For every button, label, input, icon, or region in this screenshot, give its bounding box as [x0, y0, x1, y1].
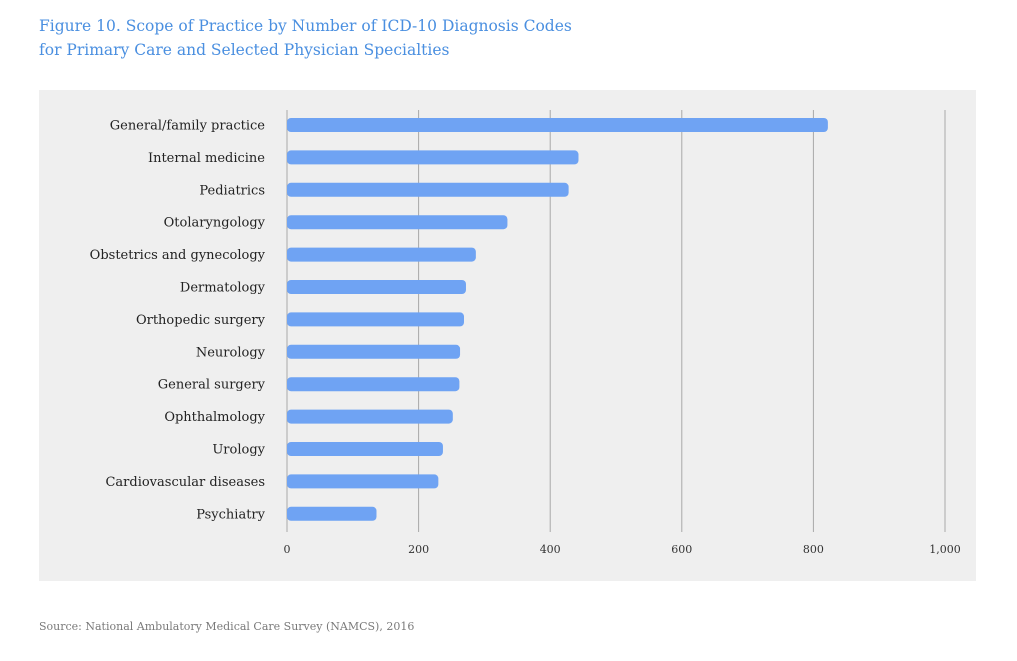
bar-dermatology [287, 280, 466, 294]
x-tick-label-800: 800 [803, 543, 824, 556]
category-label-dermatology: Dermatology [180, 281, 266, 296]
chart-panel: 0 200 400 600 800 1,000 General/family practic… [39, 90, 976, 581]
x-tick-label-600: 600 [671, 543, 692, 556]
bar-neurology [287, 344, 461, 359]
category-label-general-surgery: General surgery [158, 378, 266, 393]
bar-general-family-practice [287, 118, 828, 132]
category-label-internal-medicine: Internal medicine [148, 151, 265, 166]
bar-urology [287, 442, 443, 456]
chart-title-line-2: for Primary Care and Selected Physician … [39, 41, 450, 59]
chart-title: Figure 10. Scope of Practice by Number o… [39, 14, 572, 62]
category-label-urology: Urology [212, 443, 265, 458]
category-label-cardiovascular-diseases: Cardiovascular diseases [105, 475, 265, 490]
x-tick-label-400: 400 [540, 543, 561, 556]
category-label-psychiatry: Psychiatry [196, 507, 265, 522]
bar-orthopedic-surgery [287, 312, 465, 327]
bar-chart: 0 200 400 600 800 1,000 General/family practic… [90, 110, 961, 556]
category-label-ophthalmology: Ophthalmology [164, 410, 265, 425]
category-label-general-family-practice: General/family practice [110, 119, 266, 134]
category-label-neurology: Neurology [196, 345, 266, 360]
x-tick-label-1000: 1,000 [929, 543, 961, 556]
bar-internal-medicine [287, 150, 579, 165]
bar-obstetrics-and-gynecology [287, 247, 476, 262]
bar-ophthalmology [287, 409, 453, 424]
bar-otolaryngology [287, 215, 508, 230]
x-tick-label-0: 0 [284, 543, 291, 556]
category-label-orthopedic-surgery: Orthopedic surgery [136, 313, 266, 328]
x-tick-label-200: 200 [408, 543, 429, 556]
category-label-obstetrics-and-gynecology: Obstetrics and gynecology [90, 248, 266, 263]
category-label-otolaryngology: Otolaryngology [164, 216, 266, 231]
bar-psychiatry [287, 506, 377, 521]
bar-general-surgery [287, 377, 460, 392]
bar-cardiovascular-diseases [287, 474, 439, 489]
bar-pediatrics [287, 182, 569, 197]
source-note: Source: National Ambulatory Medical Care… [39, 620, 415, 633]
category-label-pediatrics: Pediatrics [199, 183, 265, 198]
chart-title-line-1: Figure 10. Scope of Practice by Number o… [39, 17, 572, 35]
